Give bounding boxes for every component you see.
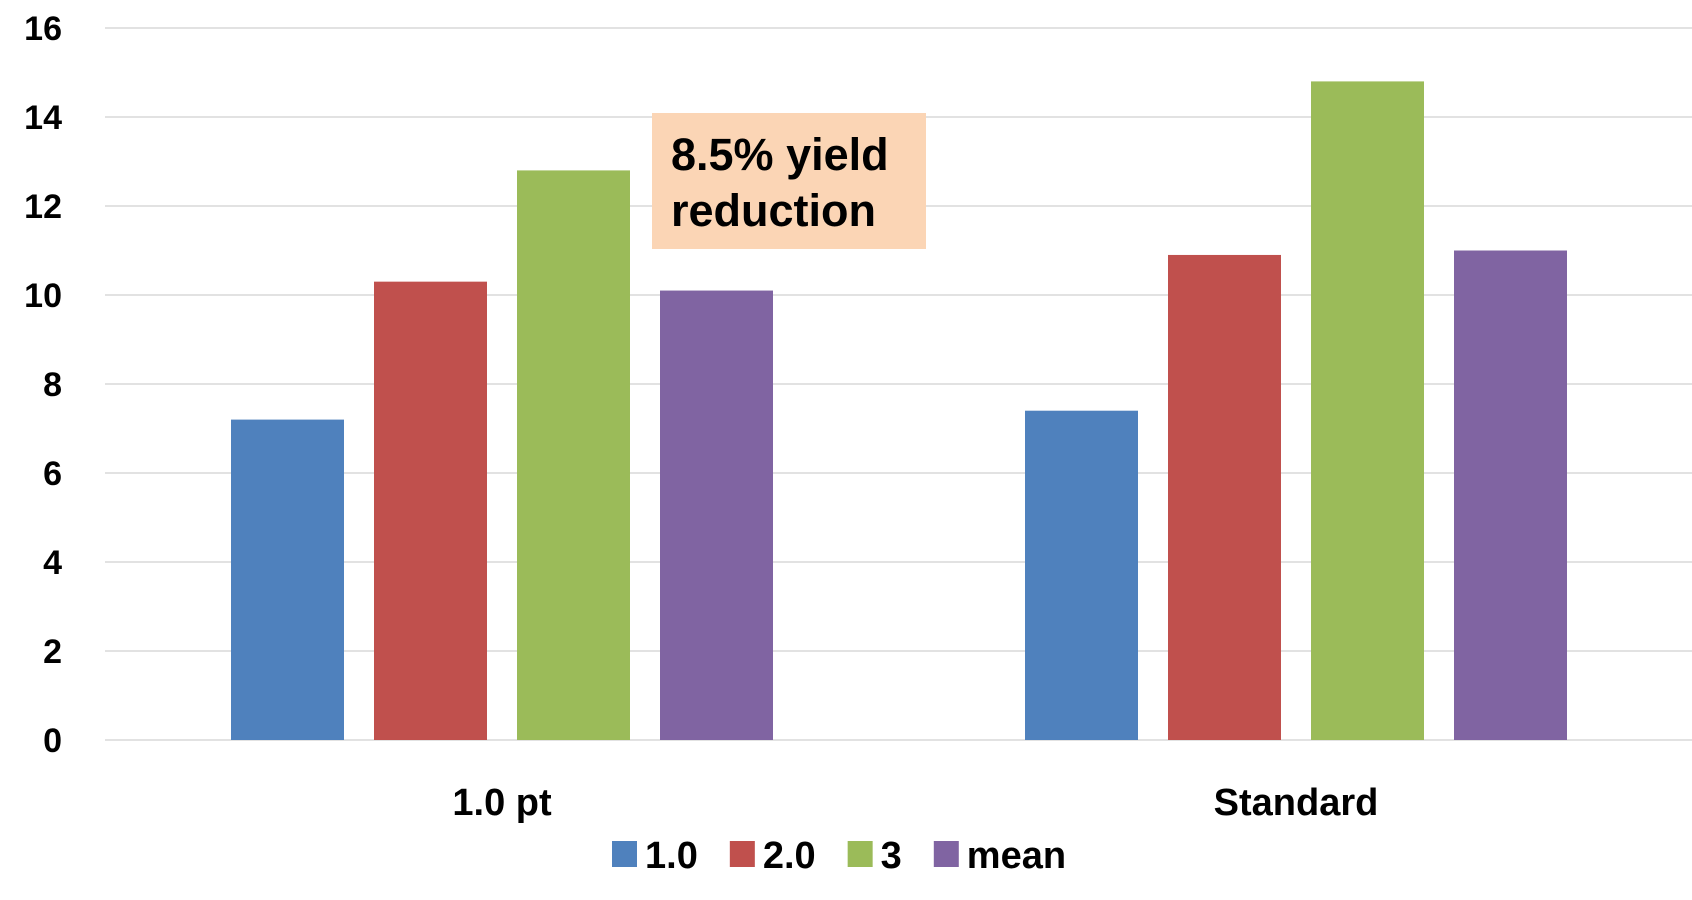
x-category-label: Standard <box>1214 782 1379 824</box>
y-axis-tick-labels: 0 2 4 6 8 10 12 14 16 <box>24 10 62 760</box>
legend-swatch-3 <box>847 841 873 867</box>
legend-label-3: 3 <box>881 835 902 877</box>
bars <box>231 81 1567 740</box>
annotation-line: reduction <box>671 185 876 236</box>
bar-1.0-1.0 pt <box>231 419 344 740</box>
y-tick-label: 2 <box>43 633 62 671</box>
bar-1.0-Standard <box>1025 410 1138 740</box>
annotation-text: 8.5% yield reduction <box>671 129 901 236</box>
annotation-box <box>652 113 926 249</box>
legend: 1.0 2.0 3 mean <box>612 835 1066 877</box>
annotation: 8.5% yield reduction <box>652 113 926 249</box>
legend-label-mean: mean <box>967 835 1066 877</box>
y-tick-label: 8 <box>43 366 62 404</box>
legend-label-2.0: 2.0 <box>763 835 816 877</box>
grid-lines <box>105 27 1692 741</box>
y-tick-label: 0 <box>43 722 62 760</box>
y-tick-label: 6 <box>43 455 62 493</box>
x-category-label: 1.0 pt <box>452 782 552 824</box>
legend-swatch-mean <box>933 841 959 867</box>
y-tick-label: 14 <box>24 99 62 137</box>
annotation-line: 8.5% yield <box>671 129 889 180</box>
y-tick-label: 16 <box>24 10 62 48</box>
bar-mean-1.0 pt <box>660 290 773 740</box>
bar-mean-Standard <box>1454 250 1567 740</box>
y-tick-label: 4 <box>43 544 62 582</box>
bar-2.0-1.0 pt <box>374 281 487 740</box>
legend-swatch-2.0 <box>729 841 755 867</box>
bar-2.0-Standard <box>1168 254 1281 740</box>
bar-3-1.0 pt <box>517 170 630 740</box>
y-tick-label: 10 <box>24 277 62 315</box>
bar-3-Standard <box>1311 81 1424 740</box>
y-tick-label: 12 <box>24 188 62 226</box>
legend-label-1.0: 1.0 <box>645 835 698 877</box>
x-axis-category-labels: 1.0 pt Standard <box>452 782 1378 824</box>
legend-swatch-1.0 <box>612 841 637 867</box>
